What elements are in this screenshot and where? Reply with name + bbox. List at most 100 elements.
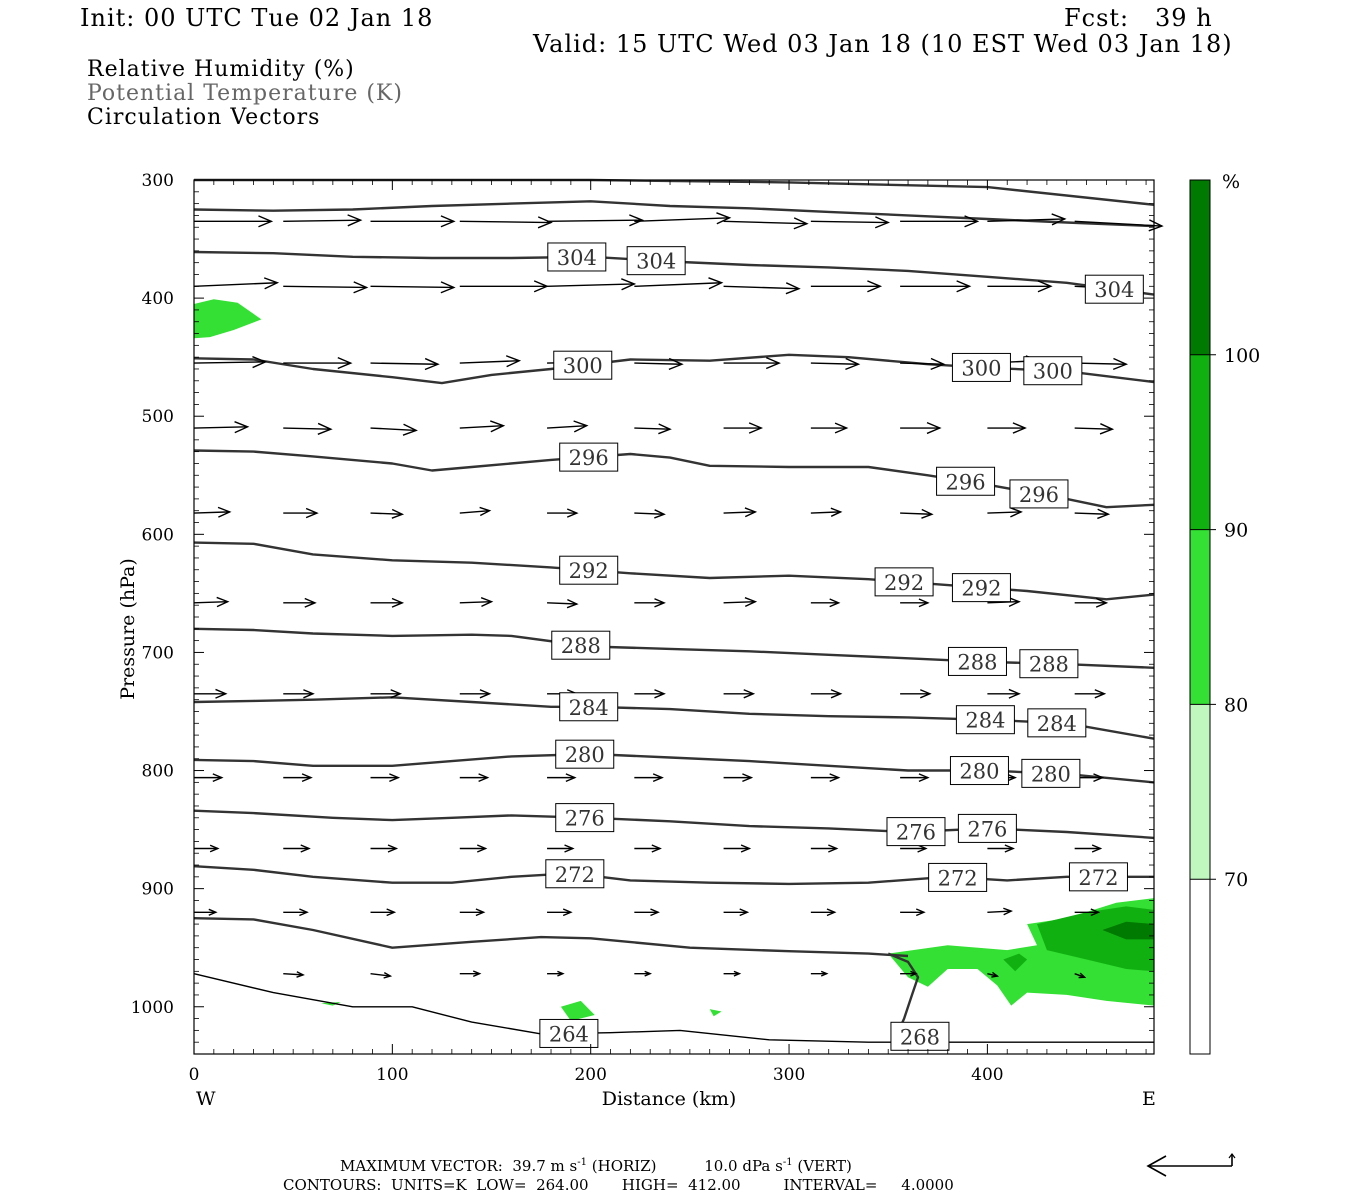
- vector-shaft: [193, 600, 228, 604]
- vector-head: [573, 420, 589, 433]
- vector-head: [716, 212, 732, 225]
- circulation-vector: [810, 844, 839, 853]
- y-tick-label: 400: [142, 289, 174, 309]
- vector-shaft: [723, 511, 756, 514]
- circulation-vector: [634, 212, 732, 225]
- circulation-vector: [459, 597, 494, 607]
- vector-head: [829, 773, 841, 783]
- vector-head: [1078, 972, 1087, 979]
- circulation-vector: [370, 689, 403, 699]
- circulation-vector: [987, 844, 1015, 853]
- vector-shaft: [193, 282, 278, 287]
- vector-head: [299, 908, 309, 917]
- circulation-vector: [283, 597, 317, 608]
- circulation-vector: [1074, 597, 1109, 608]
- vector-head: [1097, 508, 1111, 520]
- circulation-vector: [283, 773, 313, 783]
- vector-head: [337, 356, 353, 370]
- vector-head: [440, 281, 456, 294]
- circulation-vector: [1074, 972, 1087, 979]
- circulation-vector: [459, 420, 506, 433]
- vector-shaft: [459, 220, 552, 224]
- vector-shaft: [459, 600, 492, 604]
- contour-label-288: 288: [561, 634, 601, 658]
- contour-label-box-288: [947, 646, 1007, 676]
- vector-head: [1008, 688, 1021, 699]
- circulation-vector: [634, 423, 672, 435]
- rh-region-80-0: [194, 299, 262, 339]
- circulation-vector: [900, 970, 918, 977]
- circulation-vector: [459, 355, 522, 368]
- circulation-vector: [283, 908, 309, 917]
- rh-region-80-5: [560, 1000, 595, 1021]
- vector-head: [708, 277, 724, 290]
- horiz-tag: (HORIZ): [591, 1157, 657, 1175]
- vector-shaft: [634, 362, 682, 365]
- vector-head: [867, 280, 883, 293]
- circulation-vector: [723, 217, 809, 230]
- circulation-vector: [987, 422, 1027, 434]
- circulation-vector: [370, 597, 405, 608]
- vector-head: [658, 423, 672, 435]
- circulation-vector: [194, 844, 220, 853]
- contour-label-box-292: [951, 573, 1011, 603]
- circulation-vector-layer: [193, 212, 1164, 979]
- circulation-vector: [283, 689, 315, 699]
- contour-label-284: 284: [965, 709, 1005, 733]
- vector-shaft: [283, 219, 361, 223]
- circulation-vector: [370, 773, 401, 783]
- vector-head: [383, 971, 393, 979]
- vector-head: [834, 422, 849, 434]
- circulation-vector: [283, 214, 363, 227]
- vector-head: [537, 216, 553, 229]
- vector-head: [479, 506, 492, 517]
- contour-label-272: 272: [555, 863, 595, 887]
- vector-head: [920, 689, 932, 699]
- circulation-vector: [723, 844, 752, 853]
- x-axis-east-label: E: [1142, 1088, 1156, 1110]
- contour-label-304: 304: [557, 246, 597, 270]
- circulation-vector: [723, 507, 758, 518]
- contour-label-272: 272: [938, 866, 978, 890]
- contour-label-box-276: [957, 813, 1017, 843]
- contour-label-280: 280: [1031, 762, 1071, 786]
- vector-head: [964, 215, 980, 228]
- contour-label-box-300: [1023, 356, 1083, 386]
- vector-head: [475, 908, 486, 917]
- x-axis-label: Distance (km): [602, 1088, 737, 1110]
- contour-label-304: 304: [1094, 278, 1134, 302]
- vector-head: [874, 216, 891, 229]
- circulation-vector: [459, 689, 492, 699]
- vector-shaft: [1074, 512, 1109, 515]
- circulation-vector: [634, 277, 724, 290]
- theta-contour-272: [193, 865, 1154, 886]
- circulation-vector: [547, 214, 645, 227]
- rh-region-80-8: [320, 1002, 341, 1006]
- circulation-vector: [900, 357, 946, 371]
- x-tick-label: 300: [773, 1065, 805, 1085]
- contour-label-276: 276: [565, 807, 605, 831]
- circulation-vector: [634, 908, 660, 917]
- vector-head: [1094, 689, 1107, 699]
- contour-label-292: 292: [961, 577, 1001, 601]
- circulation-vector: [900, 215, 980, 228]
- circulation-vector: [987, 507, 1023, 518]
- vector-head: [296, 971, 305, 978]
- vector-head: [829, 598, 841, 608]
- vector-head: [1037, 280, 1053, 293]
- vector-head: [505, 355, 522, 368]
- vector-head: [304, 597, 317, 608]
- contour-label-264: 264: [549, 1022, 589, 1046]
- circulation-vector: [1074, 689, 1107, 699]
- vector-head: [566, 508, 579, 518]
- circulation-vector: [723, 422, 764, 434]
- vector-head: [1051, 213, 1067, 226]
- contour-label-280: 280: [565, 743, 605, 767]
- contour-label-box-272: [928, 862, 988, 892]
- circulation-vector: [900, 508, 934, 519]
- y-tick-label: 600: [142, 525, 174, 545]
- circulation-vector: [459, 216, 553, 229]
- circulation-vector: [987, 907, 1013, 916]
- colorbar-segment: [1190, 704, 1210, 880]
- x-tick-label: 0: [189, 1065, 200, 1085]
